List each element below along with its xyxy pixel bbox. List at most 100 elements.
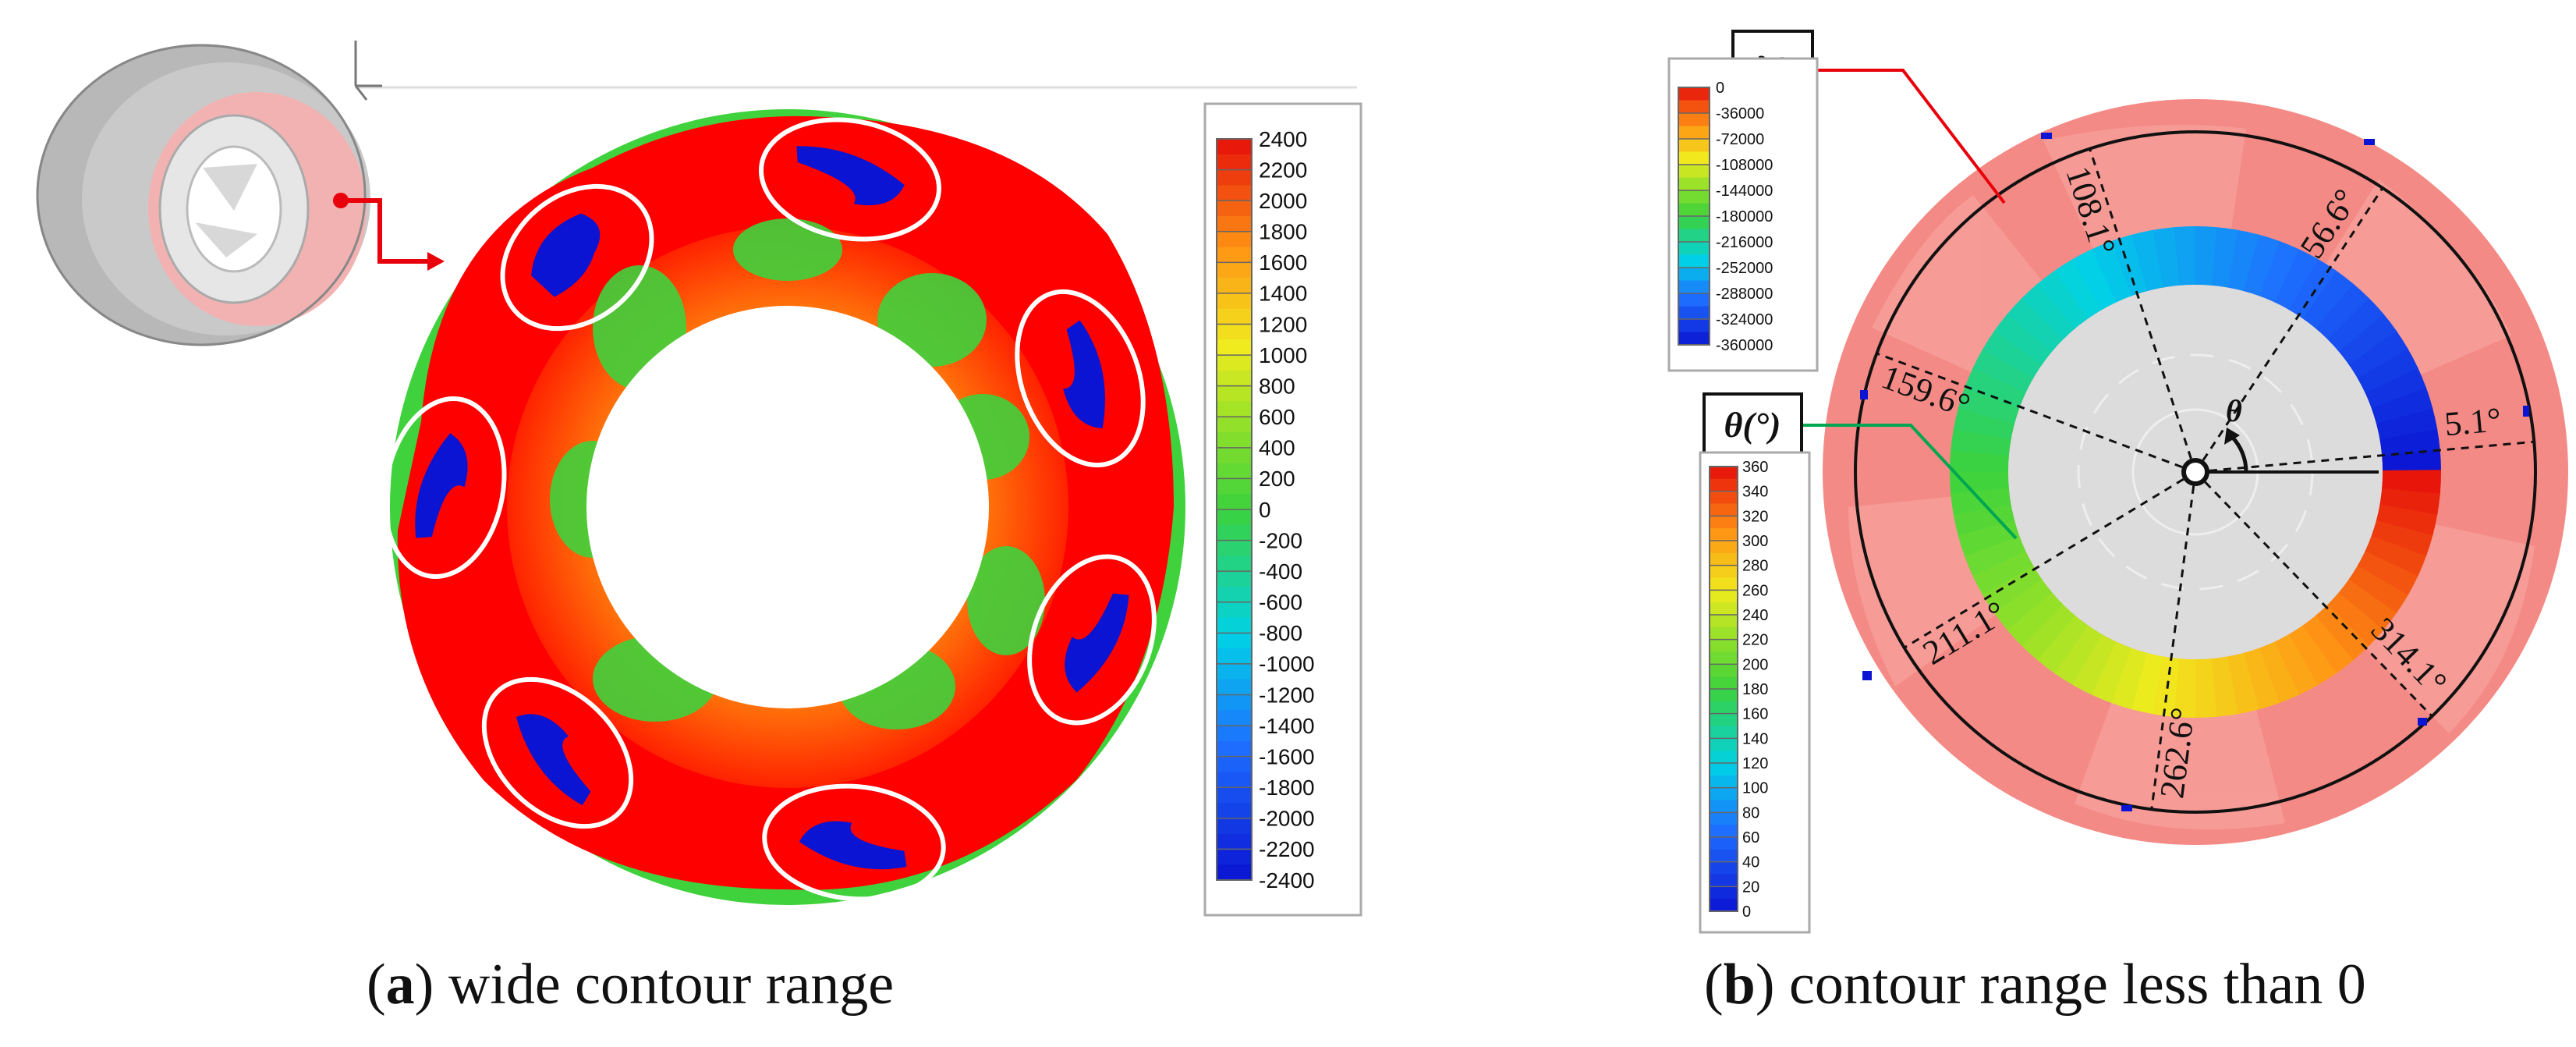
colorbar-segment <box>1217 663 1252 680</box>
theta-ring-segment <box>2370 385 2433 424</box>
colorbar-segment <box>1710 874 1738 888</box>
legend-lambda-tick-label: -252000 <box>1716 260 1773 277</box>
colorbar-segment <box>1217 308 1252 325</box>
legend-a-tick-label: -1800 <box>1259 775 1315 800</box>
theta-ring-segment <box>1950 450 2009 474</box>
blade-angle-line <box>1903 470 2196 649</box>
theta-ring-segment <box>1950 429 2011 458</box>
theta-ring-segment <box>1993 579 2053 632</box>
legend-a-tick-label: -400 <box>1259 559 1302 584</box>
legend-a-ticks: 2400220020001800160014001200100080060040… <box>1259 127 1315 893</box>
colorbar-segment <box>1710 639 1738 653</box>
theta-ring-segment <box>1953 504 2015 538</box>
colorbar-segment <box>1217 278 1252 294</box>
legend-lambda-tick-label: -180000 <box>1716 208 1773 225</box>
colorbar-segment <box>1678 319 1710 333</box>
legend-theta-tick-label: 180 <box>1742 681 1768 698</box>
blade-angle-line <box>2194 470 2433 718</box>
colorbar-segment <box>1217 740 1252 758</box>
colorbar-segment <box>1710 651 1738 665</box>
colorbar-segment <box>1678 139 1710 153</box>
colorbar-segment <box>1710 565 1738 579</box>
theta-ring-segment <box>2365 534 2427 577</box>
theta-ring-segment <box>2337 312 2397 365</box>
colorbar-segment <box>1678 332 1710 346</box>
legend-theta-tick-label: 220 <box>1742 632 1768 649</box>
legend-theta: 3603403203002802602402202001801601401201… <box>1699 451 1811 934</box>
legend-theta-tick-label: 100 <box>1742 780 1768 797</box>
legend-a-tick-label: 400 <box>1259 436 1295 460</box>
colorbar-segment <box>1710 849 1738 863</box>
theta-ring-segment <box>2316 603 2371 661</box>
legend-a-tick-label: 2200 <box>1259 158 1307 182</box>
theta-reference: θ <box>2181 393 2379 486</box>
blade-angle-line <box>2194 187 2384 473</box>
theta-ring-segment <box>2227 652 2262 715</box>
colorbar-segment <box>1710 899 1738 912</box>
legend-a-tick-label: -800 <box>1259 621 1302 645</box>
theta-ring-segment <box>2258 240 2300 303</box>
theta-ring-segment <box>2273 248 2319 311</box>
colorbar-segment <box>1217 756 1252 773</box>
colorbar-segment <box>1710 590 1738 604</box>
theta-ring-segment <box>1993 314 2053 367</box>
colorbar-segment <box>1710 516 1738 530</box>
theta-ring-segment <box>2356 347 2418 393</box>
vortex-marker <box>481 676 634 829</box>
colorbar-segment <box>1217 154 1252 171</box>
colorbar-segment <box>1678 280 1710 294</box>
legend-lambda-tick-label: -108000 <box>1716 157 1773 174</box>
colorbar-segment <box>1678 306 1710 320</box>
theta-ring-segment <box>2364 366 2427 408</box>
theta-ring-segment <box>2382 470 2441 494</box>
colorbar-segment <box>1710 491 1738 505</box>
theta-ring-segment <box>1958 520 2021 559</box>
colorbar-segment <box>1710 825 1738 838</box>
colorbar-segment <box>1217 633 1252 650</box>
blade-angle-line <box>1876 352 2196 474</box>
theta-arrow-label: θ <box>2226 393 2242 428</box>
colorbar-segment <box>1678 165 1710 179</box>
theta-ring-segment <box>2021 604 2077 662</box>
colorbar-segment <box>1710 664 1738 678</box>
colorbar-segment <box>1217 215 1252 232</box>
colorbar-segment <box>1710 861 1738 875</box>
colorbar-segment <box>1678 216 1710 230</box>
colorbar-segment <box>1217 787 1252 804</box>
vortex-marker <box>500 183 654 332</box>
theta-ring-segment <box>2111 648 2149 710</box>
blade-angle-line <box>2150 471 2197 810</box>
theta-ring-segment <box>2357 549 2419 595</box>
colorbar-segment <box>1217 370 1252 387</box>
colorbar-segment <box>1678 151 1710 165</box>
legend-a-tick-label: -200 <box>1259 528 1302 552</box>
colorbar-segment <box>1710 467 1738 480</box>
legend-a-tick-label: -1200 <box>1259 683 1315 707</box>
colorbar-segment <box>1710 837 1738 850</box>
legend-theta-tick-label: 40 <box>1742 854 1759 871</box>
colorbar-segment <box>1710 577 1738 591</box>
legend-lambda-tick-label: -288000 <box>1716 286 1773 303</box>
theta-ring-segment <box>1972 551 2035 597</box>
legend-lambda-ticks: 0 -36000 -72000 -108000 -144000 -180000 -21600… <box>1716 80 1773 354</box>
colorbar-segment <box>1217 169 1252 186</box>
colorbar-segment <box>1217 818 1252 835</box>
caption-a: (a) wide contour range <box>367 953 895 1017</box>
colorbar-segment <box>1217 726 1252 742</box>
legend-a-tick-label: 0 <box>1259 498 1271 522</box>
theta-ring-segment <box>1964 367 2026 410</box>
colorbar-segment <box>1217 478 1252 495</box>
legend-lambda-tick-label: -36000 <box>1716 105 1764 122</box>
colorbar-segment <box>1710 775 1738 789</box>
legend-theta-tick-label: 160 <box>1742 706 1768 723</box>
colorbar-segment <box>1678 126 1710 140</box>
theta-ring-segment <box>2089 240 2131 303</box>
colorbar-segment <box>1217 201 1252 217</box>
legend-theta-tick-label: 340 <box>1742 484 1768 501</box>
colorbar-segment <box>1710 763 1738 776</box>
legend-lambda-tick-label: 0 <box>1716 80 1724 97</box>
colorbar-segment <box>1710 787 1738 801</box>
legend-lambda-tick-label: -144000 <box>1716 183 1773 200</box>
theta-ring-segment <box>2005 298 2064 353</box>
